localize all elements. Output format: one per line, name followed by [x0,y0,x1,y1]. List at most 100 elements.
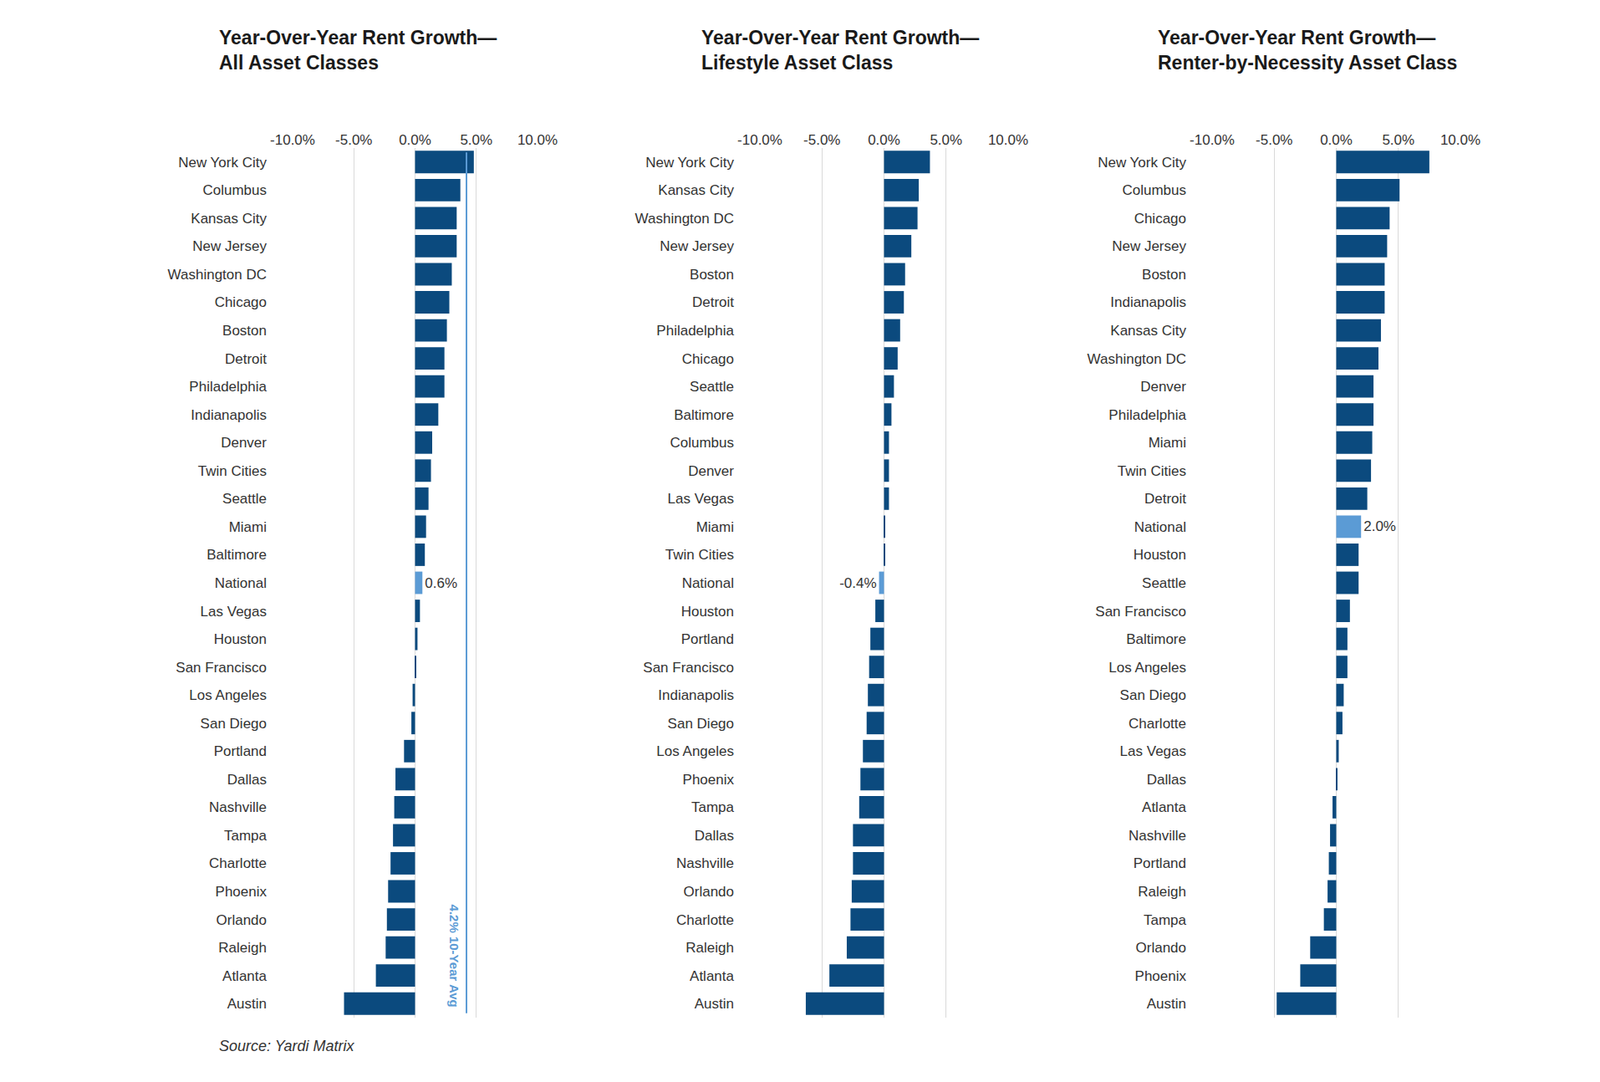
svg-text:Orlando: Orlando [1136,939,1187,956]
svg-text:Las Vegas: Las Vegas [1120,743,1187,760]
svg-text:4.2% 10-Year Avg: 4.2% 10-Year Avg [447,904,462,1008]
svg-text:Indianapolis: Indianapolis [190,407,267,423]
svg-text:Nashville: Nashville [1128,827,1187,844]
svg-text:Charlotte: Charlotte [1128,715,1187,732]
svg-text:San Diego: San Diego [1120,687,1187,704]
svg-text:Dallas: Dallas [227,771,267,788]
svg-text:0.0%: 0.0% [398,132,432,148]
svg-text:0.6%: 0.6% [424,575,458,592]
svg-text:2.0%: 2.0% [1363,518,1397,535]
svg-text:Houston: Houston [214,631,267,648]
svg-text:Las Vegas: Las Vegas [200,603,267,620]
svg-text:-5.0%: -5.0% [1255,132,1293,148]
svg-text:-5.0%: -5.0% [335,132,372,148]
svg-text:10.0%: 10.0% [1440,132,1481,148]
svg-text:Nashville: Nashville [208,799,267,816]
svg-text:Twin Cities: Twin Cities [665,546,734,563]
svg-text:Baltimore: Baltimore [1126,631,1187,648]
svg-text:Detroit: Detroit [224,351,267,367]
svg-text:Las Vegas: Las Vegas [667,490,734,507]
svg-text:Portland: Portland [1133,855,1187,872]
svg-text:Houston: Houston [1133,546,1187,563]
svg-text:Tampa: Tampa [1143,912,1188,928]
svg-text:-10.0%: -10.0% [737,132,783,148]
svg-text:San Diego: San Diego [667,715,734,732]
svg-text:Denver: Denver [687,463,734,479]
svg-text:Boston: Boston [1141,266,1187,283]
svg-text:-5.0%: -5.0% [803,132,841,148]
svg-text:10.0%: 10.0% [988,132,1029,148]
svg-text:Kansas City: Kansas City [657,182,734,199]
svg-text:Washington DC: Washington DC [168,266,267,283]
svg-text:Portland: Portland [681,631,734,648]
svg-text:New York City: New York City [645,154,734,171]
svg-text:-10.0%: -10.0% [1189,132,1235,148]
svg-text:Austin: Austin [1146,995,1187,1012]
svg-text:10.0%: 10.0% [517,132,558,148]
svg-text:San Francisco: San Francisco [642,659,734,676]
svg-text:Detroit: Detroit [1144,490,1187,507]
svg-text:Year-Over-Year Rent Growth—Lif: Year-Over-Year Rent Growth—Lifestyle Ass… [701,26,979,74]
svg-text:Los Angeles: Los Angeles [1108,659,1187,676]
svg-text:Boston: Boston [222,322,267,339]
svg-text:Los Angeles: Los Angeles [188,687,267,704]
svg-text:Tampa: Tampa [224,827,268,844]
svg-text:New Jersey: New Jersey [659,238,734,255]
svg-text:Year-Over-Year Rent Growth—Ren: Year-Over-Year Rent Growth—Renter-by-Nec… [1157,26,1458,74]
svg-text:Seattle: Seattle [222,490,267,507]
svg-text:Denver: Denver [1140,378,1187,395]
svg-text:New York City: New York City [178,154,267,171]
svg-text:Phoenix: Phoenix [1135,968,1188,984]
svg-text:National: National [1134,519,1187,536]
svg-text:Orlando: Orlando [683,883,734,900]
svg-text:Seattle: Seattle [689,378,734,395]
svg-text:Chicago: Chicago [1134,210,1187,227]
svg-text:Kansas City: Kansas City [1110,322,1187,339]
svg-text:New Jersey: New Jersey [1111,238,1187,255]
svg-text:Raleigh: Raleigh [218,939,267,956]
svg-text:San Francisco: San Francisco [175,659,267,676]
svg-text:Dallas: Dallas [694,827,734,844]
svg-text:Chicago: Chicago [214,294,267,311]
svg-text:Atlanta: Atlanta [222,968,267,984]
svg-text:Charlotte: Charlotte [208,855,267,872]
svg-text:-10.0%: -10.0% [270,132,316,148]
svg-text:Washington DC: Washington DC [1087,351,1187,367]
svg-text:Austin: Austin [694,995,734,1012]
svg-text:Phoenix: Phoenix [215,883,268,900]
svg-text:Columbus: Columbus [669,434,734,451]
svg-text:Baltimore: Baltimore [206,546,267,563]
svg-text:Raleigh: Raleigh [685,939,734,956]
svg-text:National: National [682,575,734,592]
svg-text:Columbus: Columbus [202,182,267,199]
svg-text:5.0%: 5.0% [1381,132,1415,148]
svg-text:Miami: Miami [1148,434,1187,451]
svg-text:Twin Cities: Twin Cities [198,463,267,479]
svg-text:San Francisco: San Francisco [1095,603,1187,620]
svg-text:Philadelphia: Philadelphia [1108,407,1187,423]
svg-text:Year-Over-Year Rent Growth—All: Year-Over-Year Rent Growth—All Asset Cla… [219,26,497,74]
svg-text:Raleigh: Raleigh [1137,883,1187,900]
svg-text:Dallas: Dallas [1146,771,1187,788]
svg-text:Portland: Portland [214,743,267,760]
svg-text:Washington DC: Washington DC [635,210,734,227]
svg-text:0.0%: 0.0% [867,132,901,148]
svg-text:Houston: Houston [681,603,734,620]
svg-text:5.0%: 5.0% [459,132,493,148]
svg-text:0.0%: 0.0% [1319,132,1353,148]
svg-text:Philadelphia: Philadelphia [656,322,734,339]
svg-text:San Diego: San Diego [200,715,267,732]
svg-text:New Jersey: New Jersey [192,238,267,255]
svg-text:Kansas City: Kansas City [190,210,267,227]
svg-text:Atlanta: Atlanta [689,968,734,984]
svg-text:Source: Yardi Matrix: Source: Yardi Matrix [219,1037,355,1055]
svg-text:Los Angeles: Los Angeles [656,743,734,760]
svg-text:-0.4%: -0.4% [839,575,877,592]
svg-text:Orlando: Orlando [216,912,267,928]
svg-text:Phoenix: Phoenix [682,771,735,788]
svg-text:Detroit: Detroit [692,294,734,311]
svg-text:New York City: New York City [1097,154,1187,171]
svg-text:Atlanta: Atlanta [1141,799,1187,816]
svg-text:Miami: Miami [696,519,734,536]
svg-text:National: National [214,575,267,592]
